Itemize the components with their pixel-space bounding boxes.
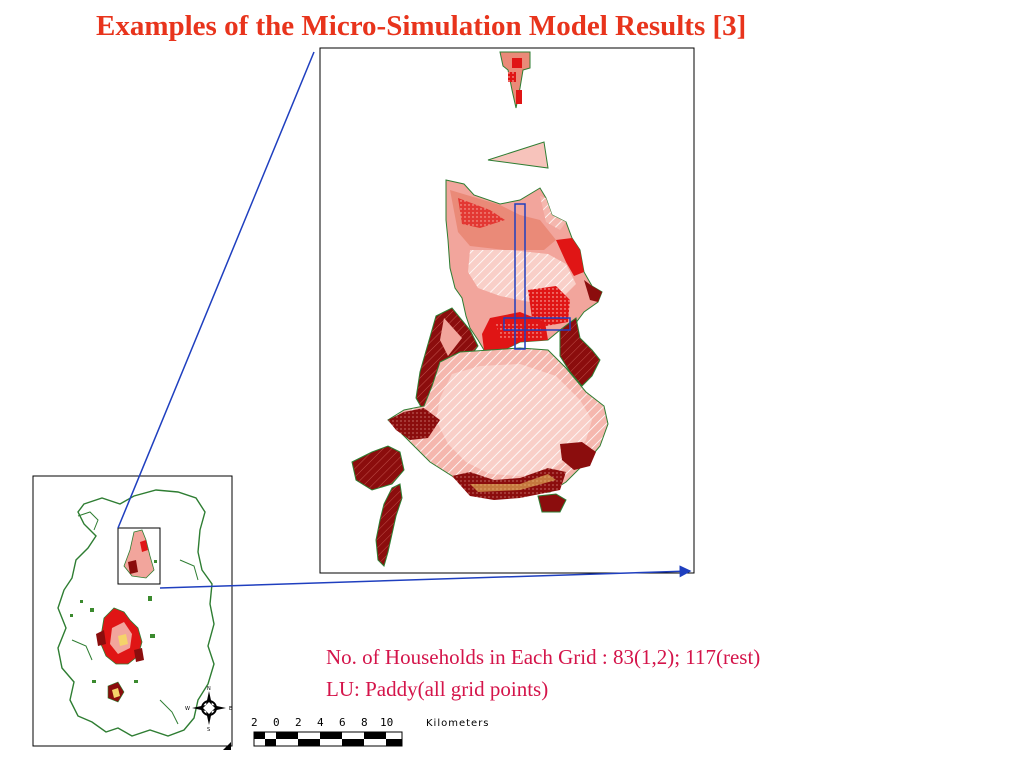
north-label: N xyxy=(207,686,211,692)
frame-corner-arrow xyxy=(223,742,231,750)
scale-unit-label: Kilometers xyxy=(426,718,490,729)
scale-tick-label: 2 xyxy=(295,716,302,729)
south-label: S xyxy=(207,727,210,733)
scale-tick-label: 2 xyxy=(251,716,258,729)
detail-map xyxy=(351,51,609,567)
scale-tick-label: 8 xyxy=(361,716,368,729)
scale-tick-label: 0 xyxy=(273,716,280,729)
grid-cell-1 xyxy=(514,203,526,350)
slide-title: Examples of the Micro-Simulation Model R… xyxy=(96,10,747,42)
grid-cell-2 xyxy=(503,317,571,331)
scale-tick-label: 4 xyxy=(317,716,324,729)
scale-tick-label: 10 xyxy=(380,716,393,729)
west-label: W xyxy=(185,706,190,712)
region-boundary xyxy=(57,489,215,737)
connector-line-lower xyxy=(159,565,692,589)
scale-bar: 2 0 2 4 6 8 10 Kilometers xyxy=(251,716,490,747)
scale-tick-label: 6 xyxy=(339,716,346,729)
north-arrow: N S W E xyxy=(185,686,232,733)
detail-parcel-southwest xyxy=(375,483,403,567)
connector-line-upper xyxy=(117,51,315,529)
east-label: E xyxy=(229,706,232,712)
overview-map xyxy=(57,489,215,737)
detail-parcel-sliver xyxy=(487,141,549,169)
overview-zoom-box xyxy=(117,527,161,585)
detail-parcel-east-band xyxy=(559,317,601,387)
households-note: No. of Households in Each Grid : 83(1,2)… xyxy=(326,645,761,669)
land-use-note: LU: Paddy(all grid points) xyxy=(326,677,549,701)
